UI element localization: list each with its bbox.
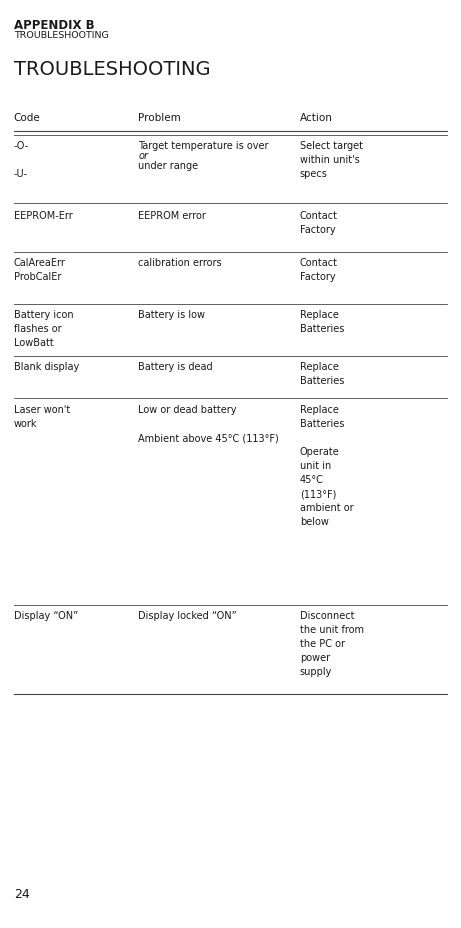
- Text: Target temperature is over: Target temperature is over: [138, 141, 269, 151]
- Text: Replace
Batteries

Operate
unit in
45°C
(113°F)
ambient or
below: Replace Batteries Operate unit in 45°C (…: [300, 405, 353, 526]
- Text: Laser won't
work: Laser won't work: [14, 405, 70, 429]
- Text: EEPROM-Err: EEPROM-Err: [14, 211, 72, 221]
- Text: Contact
Factory: Contact Factory: [300, 258, 337, 282]
- Text: Code: Code: [14, 113, 41, 123]
- Text: Replace
Batteries: Replace Batteries: [300, 310, 344, 334]
- Text: Display “ON”: Display “ON”: [14, 611, 78, 621]
- Text: CalAreaErr
ProbCalEr: CalAreaErr ProbCalEr: [14, 258, 66, 282]
- Text: Problem: Problem: [138, 113, 181, 123]
- Text: or: or: [138, 150, 148, 161]
- Text: Low or dead battery

Ambient above 45°C (113°F): Low or dead battery Ambient above 45°C (…: [138, 405, 279, 443]
- Text: calibration errors: calibration errors: [138, 258, 222, 268]
- Text: Display locked “ON”: Display locked “ON”: [138, 611, 237, 621]
- Text: -O-

-U-: -O- -U-: [14, 141, 29, 179]
- Text: Blank display: Blank display: [14, 362, 79, 372]
- Text: Replace
Batteries: Replace Batteries: [300, 362, 344, 386]
- Text: under range: under range: [138, 161, 198, 171]
- Text: Action: Action: [300, 113, 332, 123]
- Text: Battery icon
flashes or
LowBatt: Battery icon flashes or LowBatt: [14, 310, 73, 348]
- Text: Disconnect
the unit from
the PC or
power
supply: Disconnect the unit from the PC or power…: [300, 611, 364, 677]
- Text: EEPROM error: EEPROM error: [138, 211, 206, 221]
- Text: APPENDIX B: APPENDIX B: [14, 19, 95, 32]
- Text: Select target
within unit's
specs: Select target within unit's specs: [300, 141, 363, 179]
- Text: Battery is low: Battery is low: [138, 310, 205, 320]
- Text: Contact
Factory: Contact Factory: [300, 211, 337, 235]
- Text: 24: 24: [14, 887, 30, 900]
- Text: TROUBLESHOOTING: TROUBLESHOOTING: [14, 31, 109, 40]
- Text: TROUBLESHOOTING: TROUBLESHOOTING: [14, 60, 211, 79]
- Text: Battery is dead: Battery is dead: [138, 362, 213, 372]
